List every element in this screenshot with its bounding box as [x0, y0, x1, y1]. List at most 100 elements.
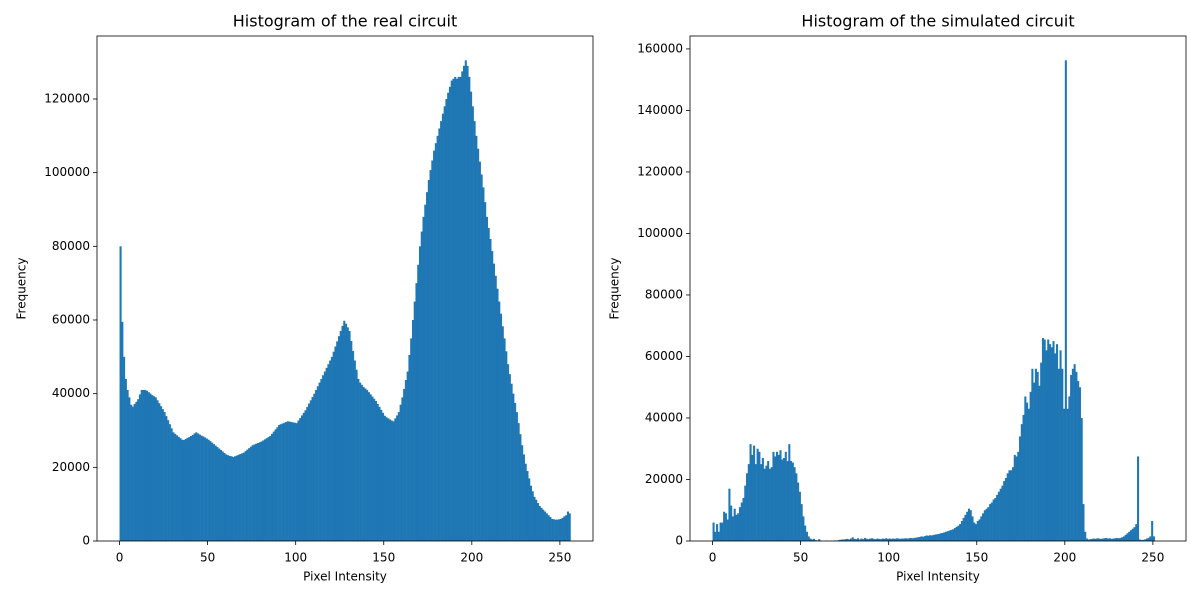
x-tick-label: 50 — [793, 551, 808, 565]
bar — [475, 135, 478, 542]
bar — [422, 216, 425, 541]
bar — [1068, 396, 1071, 541]
bar — [130, 404, 133, 541]
bar — [1080, 417, 1083, 541]
y-tick-label: 0 — [675, 534, 683, 548]
bar — [359, 382, 362, 541]
bar — [526, 471, 529, 541]
bar — [916, 537, 919, 541]
bar — [790, 461, 793, 541]
bar — [865, 538, 868, 541]
bar — [853, 538, 856, 541]
bar — [126, 389, 129, 541]
bar — [272, 431, 275, 541]
bar — [1128, 531, 1131, 541]
bar — [1045, 350, 1048, 541]
y-tick-label: 80000 — [645, 287, 683, 301]
bar — [341, 325, 344, 541]
bar — [989, 504, 992, 541]
bar — [867, 539, 870, 541]
bar — [1114, 538, 1117, 541]
bar — [999, 488, 1002, 541]
bar — [512, 393, 515, 541]
bar — [1019, 436, 1022, 541]
bar — [1089, 539, 1092, 541]
y-tick-label: 80000 — [52, 239, 90, 253]
y-tick-label: 20000 — [52, 460, 90, 474]
bar — [879, 539, 882, 541]
bar — [1017, 451, 1020, 541]
bar — [145, 390, 149, 541]
bar — [802, 516, 805, 541]
bar — [230, 456, 233, 541]
bar — [225, 454, 228, 541]
bar — [1006, 473, 1009, 541]
bar — [1152, 536, 1155, 541]
bar — [274, 429, 277, 541]
bar — [1070, 374, 1073, 541]
bar — [531, 491, 534, 541]
bar — [890, 538, 893, 541]
bar — [959, 524, 962, 541]
bar — [1013, 454, 1016, 541]
bar — [1078, 387, 1081, 541]
bar — [269, 436, 272, 541]
bar — [925, 535, 928, 541]
bar — [1110, 538, 1113, 541]
bar — [468, 76, 471, 541]
bar — [433, 150, 436, 542]
bar — [237, 454, 240, 541]
bar — [376, 403, 379, 541]
bar — [886, 538, 889, 541]
bar — [466, 65, 469, 542]
bar — [193, 433, 196, 541]
bar — [297, 420, 300, 541]
bar — [869, 538, 872, 541]
bar — [990, 502, 993, 541]
bar — [721, 522, 724, 541]
bar — [793, 467, 796, 541]
bar — [1133, 527, 1136, 541]
bar — [1093, 538, 1096, 541]
bar — [716, 524, 719, 541]
bar — [538, 506, 541, 541]
bar — [463, 65, 466, 542]
bar — [197, 433, 200, 541]
bar — [188, 437, 191, 541]
bar — [1061, 368, 1064, 541]
bar — [364, 388, 367, 541]
y-tick-label: 20000 — [645, 472, 683, 486]
bar — [500, 313, 503, 541]
bar — [1105, 537, 1108, 541]
bar — [415, 283, 418, 541]
bar — [982, 513, 985, 541]
bar — [1100, 538, 1103, 541]
bar — [1098, 538, 1101, 541]
bar — [174, 433, 177, 541]
bar — [325, 367, 328, 541]
bar — [455, 78, 459, 541]
bar — [350, 340, 353, 541]
bar — [263, 439, 267, 541]
bar — [478, 161, 481, 541]
bar — [147, 392, 150, 541]
bar — [781, 459, 784, 541]
bar — [271, 433, 274, 541]
bar — [966, 511, 969, 541]
bar — [492, 263, 496, 541]
bar — [362, 387, 365, 541]
bar — [374, 401, 378, 541]
bar — [1073, 364, 1076, 541]
bar — [943, 532, 946, 541]
bar — [797, 482, 800, 541]
bar — [779, 450, 782, 541]
bar — [540, 507, 543, 541]
bar — [501, 326, 504, 541]
bar — [279, 424, 282, 541]
bar — [404, 380, 407, 541]
bar — [717, 531, 720, 541]
bar — [897, 538, 900, 541]
bar — [131, 406, 134, 541]
bar — [812, 538, 816, 541]
